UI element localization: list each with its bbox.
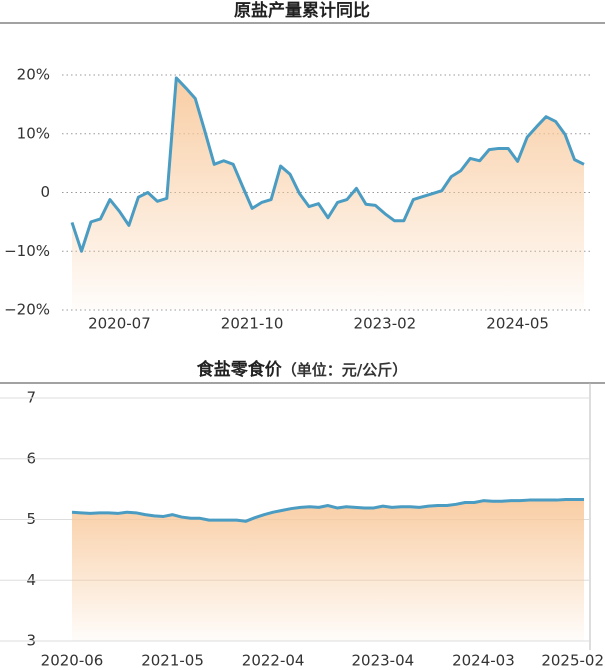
x-tick-label: 2024-05 bbox=[486, 315, 549, 333]
x-tick-label: 2020-07 bbox=[88, 315, 151, 333]
x-tick-label: 2021-05 bbox=[141, 652, 204, 670]
y-tick-label: 0 bbox=[40, 183, 50, 201]
x-tick-label: 2023-04 bbox=[352, 652, 415, 670]
x-tick-label: 2023-02 bbox=[354, 315, 417, 333]
line bbox=[71, 497, 584, 523]
chart-title-text: 原盐产量累计同比 bbox=[234, 0, 370, 21]
y-tick-label: 10% bbox=[17, 124, 50, 142]
x-tick-label: 2020-06 bbox=[41, 652, 104, 670]
y-tick-label: 20% bbox=[17, 66, 50, 84]
chart-title-text: 食盐零食价 bbox=[197, 359, 283, 380]
x-tick-label: 2024-03 bbox=[452, 652, 515, 670]
chart-subtitle: （单位：元/公斤） bbox=[282, 361, 407, 379]
chart-title: 食盐零食价（单位：元/公斤） bbox=[197, 359, 407, 380]
x-tick-label: 2021-10 bbox=[221, 315, 284, 333]
line bbox=[70, 76, 585, 253]
area bbox=[72, 499, 584, 641]
x-tick-label: 2022-04 bbox=[242, 652, 305, 670]
area bbox=[72, 77, 584, 310]
chart-title: 原盐产量累计同比 bbox=[234, 0, 370, 21]
y-tick-label: −20% bbox=[4, 301, 50, 319]
y-tick-label: −10% bbox=[4, 242, 50, 260]
x-tick-label: 2025-02 bbox=[541, 652, 604, 670]
